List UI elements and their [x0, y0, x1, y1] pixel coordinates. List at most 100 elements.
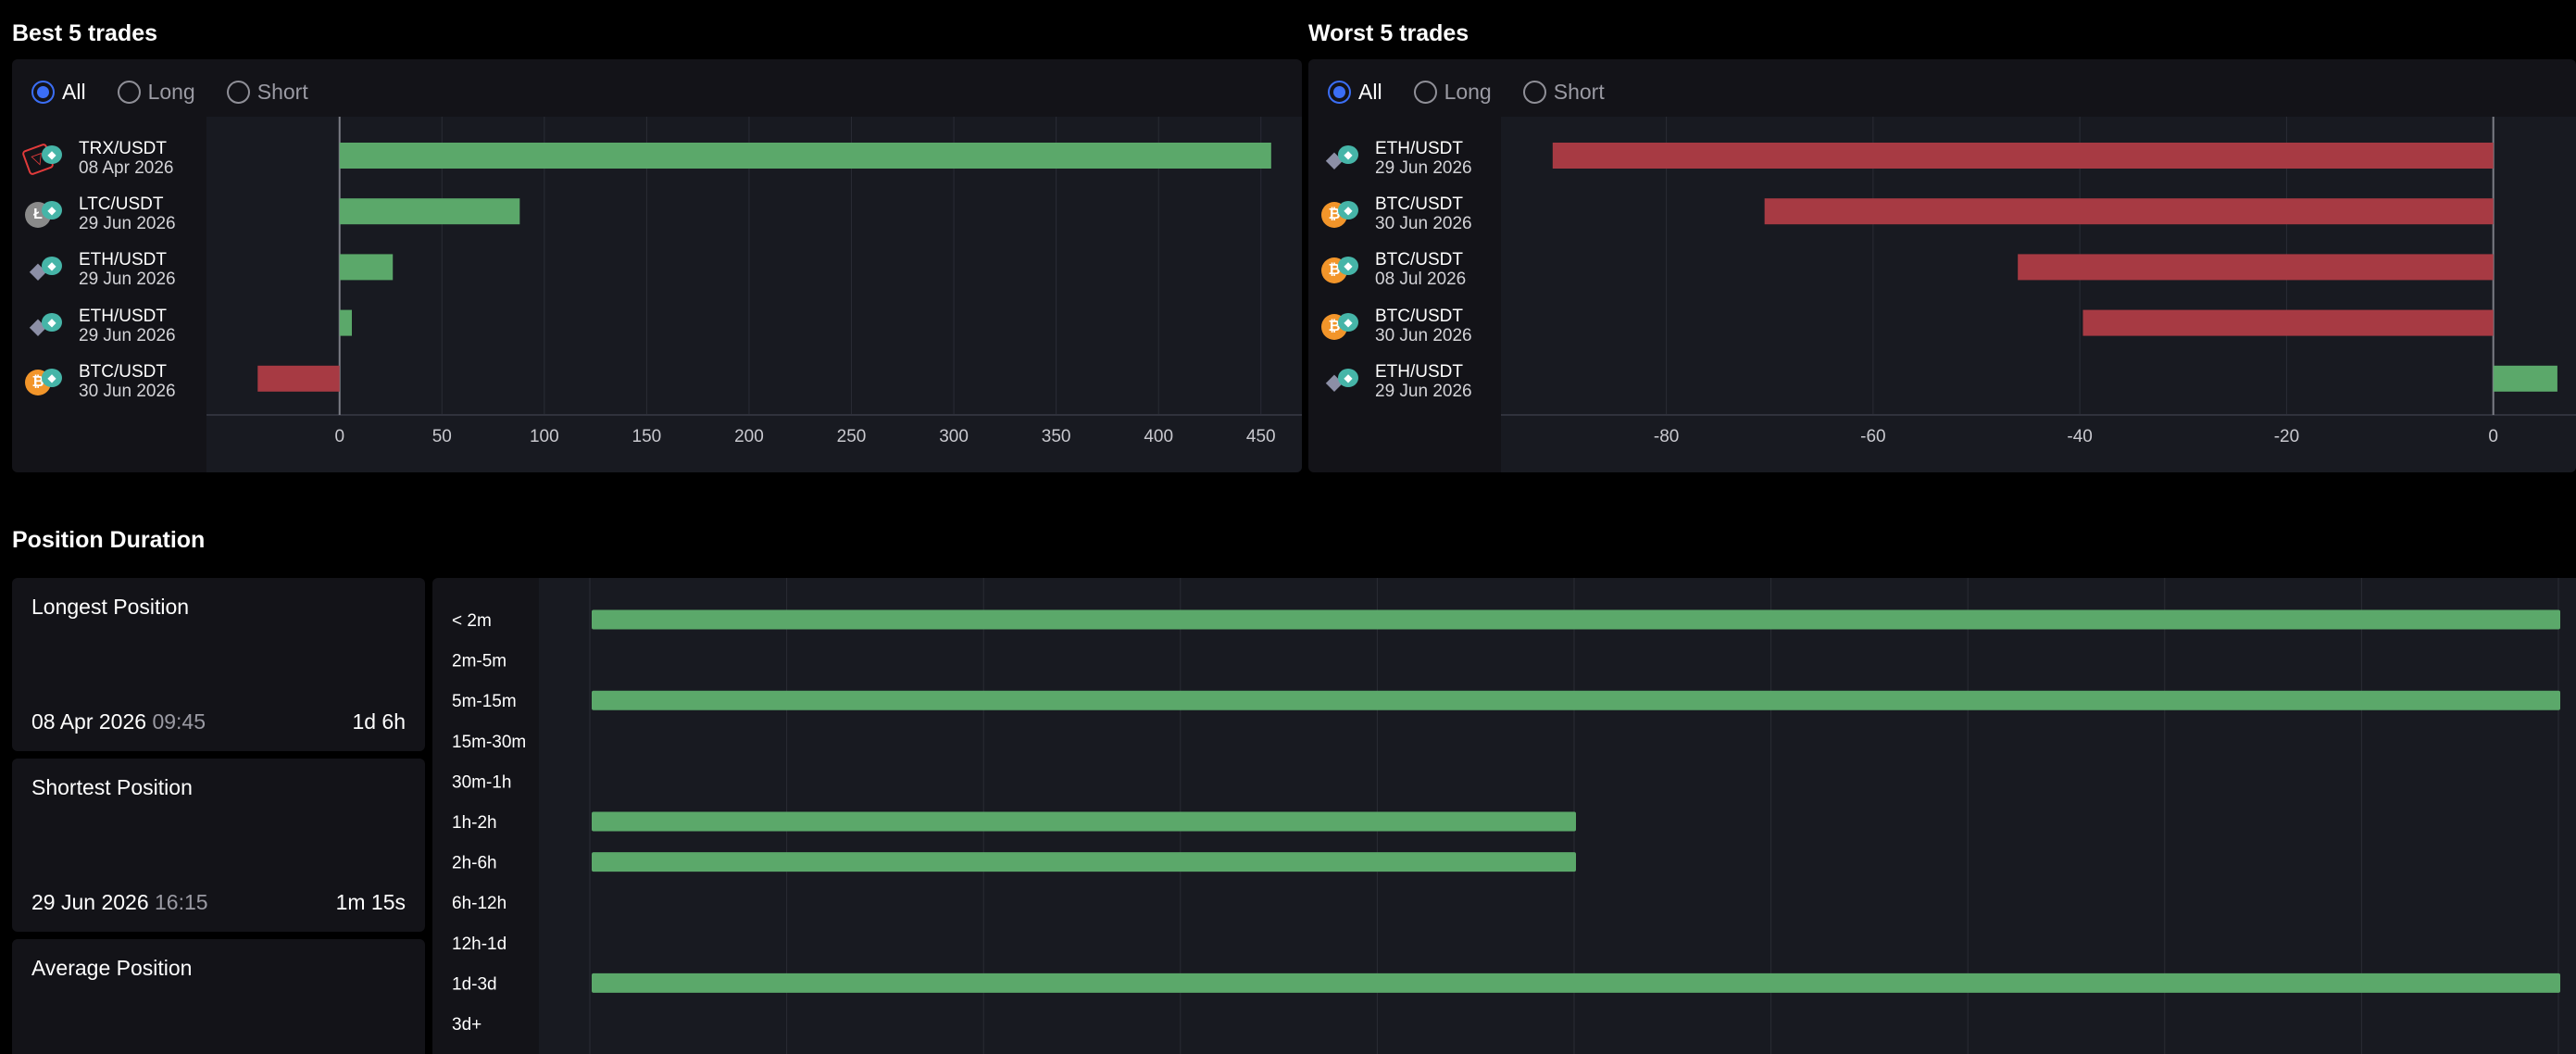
btc-usdt-icon: ₿ ◆ [25, 366, 68, 397]
trade-date: 29 Jun 2026 [79, 214, 176, 234]
longest-position-date: 08 Apr 2026 09:45 [31, 709, 206, 734]
trade-pair: ETH/USDT [1375, 139, 1463, 158]
eth-usdt-icon: ◆ ◆ [1321, 366, 1364, 397]
x-tick-label: 250 [837, 427, 867, 446]
duration-category-label: 15m-30m [452, 733, 526, 752]
x-tick-label: 350 [1042, 427, 1071, 446]
trade-pair: BTC/USDT [1375, 250, 1463, 270]
best-trade-row: ◆ ◆ ETH/USDT 29 Jun 2026 [25, 307, 176, 345]
trade-date: 29 Jun 2026 [1375, 381, 1472, 401]
trade-date: 29 Jun 2026 [79, 325, 176, 345]
trx-usdt-icon: ▽ ◆ [21, 143, 68, 176]
x-tick-label: 50 [432, 427, 452, 446]
trade-date: 30 Jun 2026 [79, 381, 176, 401]
best-trades-title: Best 5 trades [12, 20, 158, 46]
best-trade-row: Ł ◆ LTC/USDT 29 Jun 2026 [25, 194, 176, 233]
trade-pair: ETH/USDT [79, 306, 167, 326]
trade-date: 29 Jun 2026 [79, 270, 176, 290]
position-duration-title: Position Duration [12, 527, 206, 553]
trade-date: 29 Jun 2026 [1375, 158, 1472, 178]
worst-filter-all[interactable]: All [1328, 80, 1382, 105]
average-position-card: Average Position [12, 939, 425, 1054]
duration-category-label: 12h-1d [452, 935, 506, 954]
duration-category-label: 1d-3d [452, 974, 497, 994]
trade-pair: BTC/USDT [1375, 306, 1463, 326]
worst-trade-row: ₿ ◆ BTC/USDT 08 Jul 2026 [1321, 250, 1466, 289]
best-trade-bar [339, 309, 352, 336]
radio-circle-icon [31, 81, 55, 104]
duration-category-label: 2h-6h [452, 854, 497, 873]
duration-category-label: 1h-2h [452, 813, 497, 833]
duration-chart-panel: < 2m 2m-5m 5m-15m 15m-30m 30m-1h 1h-2h 2h-6h 6h… [432, 578, 2576, 1054]
btc-usdt-icon: ₿ ◆ [1321, 198, 1364, 230]
radio-circle-icon [1328, 81, 1351, 104]
best-filter-long[interactable]: Long [117, 80, 195, 105]
radio-circle-icon [117, 81, 141, 104]
longest-position-value: 1d 6h [352, 709, 406, 734]
best-filter-all[interactable]: All [31, 80, 86, 105]
duration-chart: < 2m 2m-5m 5m-15m 15m-30m 30m-1h 1h-2h 2h-6h 6h… [452, 578, 2576, 1054]
duration-category-label: 3d+ [452, 1015, 481, 1035]
x-tick-label: 200 [734, 427, 764, 446]
x-tick-label: 0 [2488, 427, 2498, 446]
worst-filter-short[interactable]: Short [1522, 80, 1605, 105]
x-tick-label: 0 [334, 427, 344, 446]
duration-category-label: 5m-15m [452, 692, 517, 711]
radio-circle-icon [1413, 81, 1437, 104]
best-trade-row: ◆ ◆ ETH/USDT 29 Jun 2026 [25, 250, 176, 289]
average-position-label: Average Position [31, 956, 193, 980]
trade-date: 08 Jul 2026 [1375, 270, 1467, 290]
trade-pair: BTC/USDT [79, 361, 167, 382]
x-tick-label: 150 [632, 427, 662, 446]
eth-usdt-icon: ◆ ◆ [25, 310, 68, 342]
radio-circle-icon [226, 81, 250, 104]
trade-pair: BTC/USDT [1375, 194, 1463, 215]
worst-trade-row: ◆ ◆ ETH/USDT 29 Jun 2026 [1321, 362, 1472, 401]
duration-bar [592, 609, 2560, 630]
x-tick-label: -60 [1860, 427, 1885, 446]
trade-date: 30 Jun 2026 [1375, 325, 1472, 345]
trade-date: 30 Jun 2026 [1375, 214, 1472, 234]
trade-pair: TRX/USDT [79, 139, 167, 158]
best-trade-bar [257, 365, 340, 392]
worst-trades-title: Worst 5 trades [1308, 20, 1469, 46]
longest-position-label: Longest Position [31, 595, 190, 619]
duration-bar [592, 811, 1576, 832]
worst-plot-area [1501, 117, 2576, 472]
best-trade-row: ₿ ◆ BTC/USDT 30 Jun 2026 [25, 362, 176, 401]
shortest-position-card: Shortest Position 29 Jun 2026 16:15 1m 1… [12, 759, 425, 932]
x-tick-label: 450 [1246, 427, 1276, 446]
btc-usdt-icon: ₿ ◆ [1321, 310, 1364, 342]
trade-pair: ETH/USDT [79, 250, 167, 270]
worst-trades-chart: -80 -60 -40 -20 0 [1501, 117, 2576, 472]
best-trades-panel: All Long Short ▽ ◆ TRX/USDT 08 Apr 2026 Ł ◆ LT… [12, 59, 1302, 472]
duration-bar [592, 972, 2560, 993]
btc-usdt-icon: ₿ ◆ [1321, 254, 1364, 285]
duration-category-label: 6h-12h [452, 894, 506, 913]
x-tick-label: -40 [2067, 427, 2092, 446]
worst-filter-long[interactable]: Long [1413, 80, 1492, 105]
best-trade-bar [339, 143, 1271, 169]
trade-pair: ETH/USDT [1375, 361, 1463, 382]
eth-usdt-icon: ◆ ◆ [1321, 143, 1364, 174]
best-plot-area [206, 117, 1302, 472]
best-trade-bar [339, 198, 520, 225]
x-tick-label: 300 [939, 427, 969, 446]
ltc-usdt-icon: Ł ◆ [25, 198, 68, 230]
duration-category-label: 30m-1h [452, 772, 511, 792]
x-tick-label: 100 [530, 427, 559, 446]
worst-trade-row: ₿ ◆ BTC/USDT 30 Jun 2026 [1321, 194, 1472, 233]
duration-bar [592, 852, 1576, 872]
eth-usdt-icon: ◆ ◆ [25, 254, 68, 285]
best-filter-short[interactable]: Short [226, 80, 308, 105]
worst-trades-list: ◆ ◆ ETH/USDT 29 Jun 2026 ₿ ◆ BTC/USDT 30 Jun 20… [1321, 139, 1507, 472]
worst-trade-bar [1764, 198, 2494, 225]
shortest-position-date: 29 Jun 2026 16:15 [31, 890, 208, 914]
x-tick-label: -80 [1654, 427, 1679, 446]
worst-trade-bar [1552, 143, 2494, 169]
shortest-position-value: 1m 15s [335, 890, 406, 914]
x-tick-label: -20 [2274, 427, 2299, 446]
worst-trade-bar [2018, 254, 2494, 281]
duration-category-label: 2m-5m [452, 652, 506, 671]
x-tick-label: 400 [1144, 427, 1173, 446]
